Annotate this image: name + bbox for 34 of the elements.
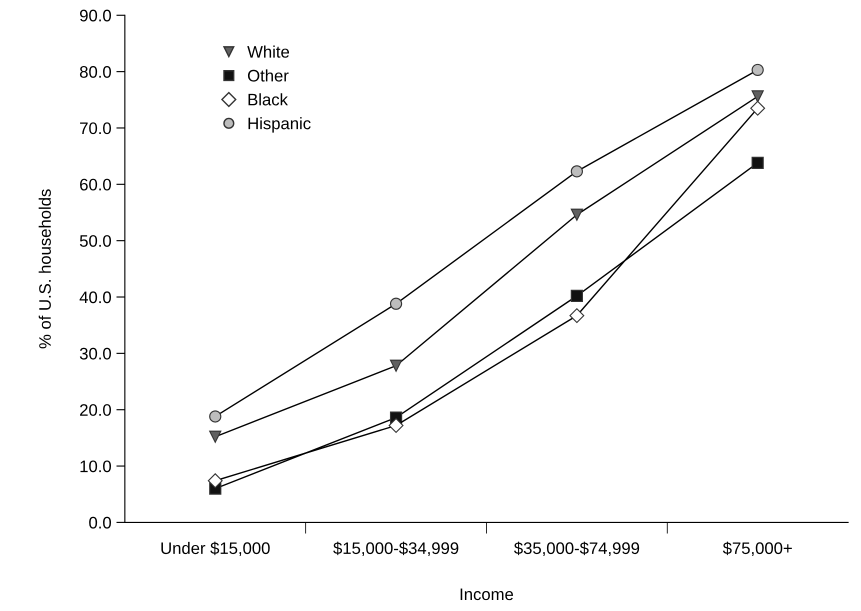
legend-label: Black <box>248 93 288 106</box>
point <box>208 473 223 488</box>
legend-label: White <box>247 45 290 58</box>
point <box>388 418 404 433</box>
legend-label: Hispanic <box>248 117 311 133</box>
x-tick-label: $75,000+ <box>722 542 792 556</box>
y-tick-label: 30.0 <box>80 348 111 360</box>
y-tick-label: 90.0 <box>80 10 111 22</box>
y-tick-label: 80.0 <box>80 66 111 78</box>
y-tick-label: 0.0 <box>89 516 111 529</box>
y-tick-label: 70.0 <box>80 122 111 134</box>
point <box>570 208 583 221</box>
y-axis-title: % of U.S. households <box>38 189 51 348</box>
point <box>752 90 764 103</box>
legend-label: Other <box>248 69 289 82</box>
point <box>390 360 402 372</box>
point <box>570 165 583 178</box>
y-tick-label: 40.0 <box>80 291 111 304</box>
point <box>570 290 583 302</box>
x-tick-label: $15,000-$34,999 <box>333 542 458 556</box>
point <box>390 298 402 310</box>
x-tick-label: Under $15,000 <box>161 542 270 556</box>
point <box>209 410 222 423</box>
y-tick-label: 20.0 <box>80 404 111 416</box>
x-tick-label: $35,000-$74,999 <box>514 542 640 556</box>
y-tick-label: 10.0 <box>80 460 111 472</box>
point <box>752 156 764 170</box>
y-tick-label: 50.0 <box>80 235 111 247</box>
x-axis-title: Income <box>460 588 514 600</box>
point <box>750 100 766 116</box>
point <box>209 430 222 443</box>
y-tick-label: 60.0 <box>80 178 111 191</box>
point <box>569 308 584 324</box>
point <box>752 64 764 76</box>
